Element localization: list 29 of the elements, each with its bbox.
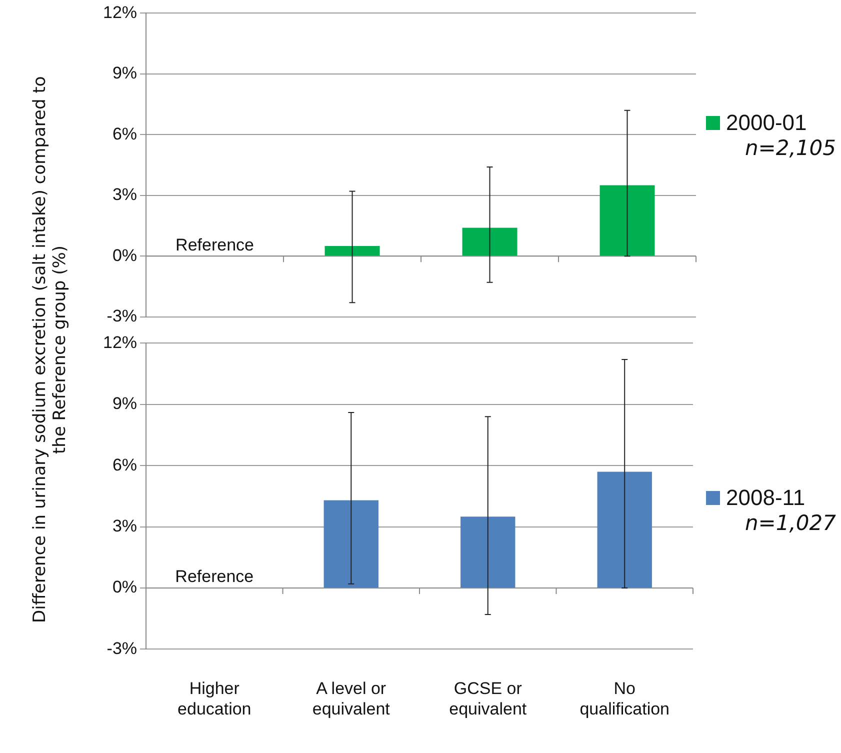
y-tick-label: 6% [112,124,138,144]
bar [460,516,516,588]
annotation: Reference [176,235,254,254]
y-tick-label: 6% [112,455,138,474]
y-tick-label: 9% [112,394,138,414]
y-tick-label: 3% [112,516,138,536]
y-axis-title: Difference in urinary sodium excretion (salt intake) compared to the Reference group (%) [30,76,70,626]
y-tick-label: 0% [112,578,138,597]
text: n=1,027 [744,511,836,535]
annotation: Reference [175,567,254,586]
x-tick-label: A level or equivalent [312,679,390,718]
y-tick-label: 0% [112,246,138,265]
y-tick-label: 3% [112,185,138,204]
bar [600,185,655,256]
x-tick-label: Higher education [178,679,252,718]
bar [324,246,380,256]
legend-label: 2008-11 [726,485,806,511]
y-tick-label: -3% [106,306,138,326]
legend-label: 2000-01 [726,110,807,136]
bar [324,500,378,588]
bar [597,472,652,588]
bar [462,228,518,256]
x-tick-label: GCSE or equivalent [449,679,527,718]
y-tick-label: -3% [106,638,138,658]
y-tick-label: 12% [102,332,138,352]
x-tick-label: No qualification [580,679,670,718]
y-tick-label: 9% [112,64,138,83]
text: n=2,105 [744,136,836,160]
y-tick-label: 12% [102,2,138,22]
